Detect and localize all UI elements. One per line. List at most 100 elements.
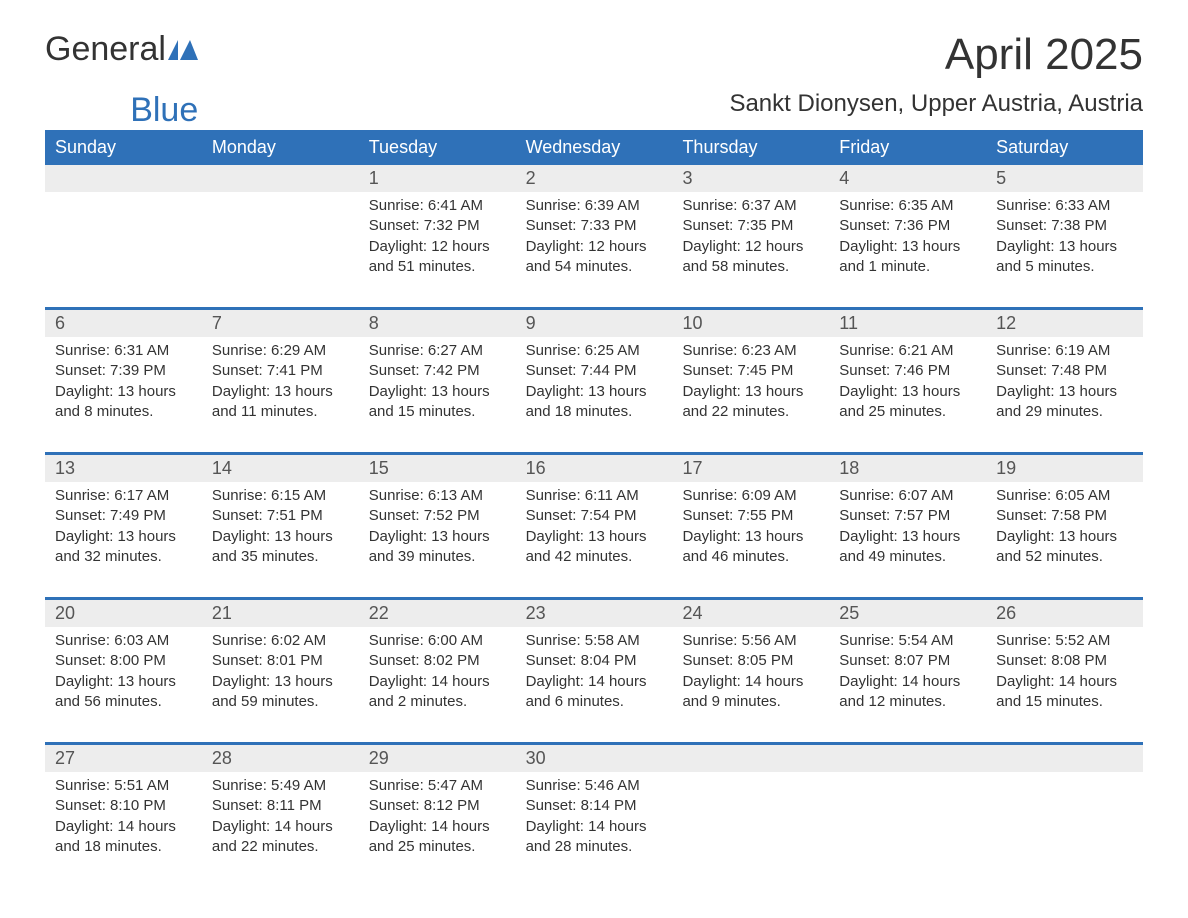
day-number: 24 [672, 600, 829, 627]
daylight-text: Daylight: 13 hours and 52 minutes. [996, 527, 1133, 568]
sunset-text: Sunset: 7:36 PM [839, 216, 976, 236]
sunset-text: Sunset: 7:51 PM [212, 506, 349, 526]
sunrise-text: Sunrise: 6:03 AM [55, 631, 192, 651]
daylight-text: Daylight: 13 hours and 56 minutes. [55, 672, 192, 713]
day-number: 14 [202, 455, 359, 482]
daylight-text: Daylight: 12 hours and 51 minutes. [369, 237, 506, 278]
info-row: Sunrise: 6:17 AMSunset: 7:49 PMDaylight:… [45, 482, 1143, 597]
daylight-text: Daylight: 13 hours and 59 minutes. [212, 672, 349, 713]
sunrise-text: Sunrise: 6:02 AM [212, 631, 349, 651]
daylight-text: Daylight: 13 hours and 1 minute. [839, 237, 976, 278]
week-row: 12345Sunrise: 6:41 AMSunset: 7:32 PMDayl… [45, 165, 1143, 307]
daylight-text: Daylight: 13 hours and 39 minutes. [369, 527, 506, 568]
day-number: 18 [829, 455, 986, 482]
sunrise-text: Sunrise: 5:52 AM [996, 631, 1133, 651]
sunset-text: Sunset: 8:11 PM [212, 796, 349, 816]
day-info: Sunrise: 5:47 AMSunset: 8:12 PMDaylight:… [359, 772, 516, 867]
daylight-text: Daylight: 14 hours and 28 minutes. [526, 817, 663, 858]
daylight-text: Daylight: 14 hours and 6 minutes. [526, 672, 663, 713]
sunrise-text: Sunrise: 5:47 AM [369, 776, 506, 796]
daynum-row: 13141516171819 [45, 452, 1143, 482]
sunrise-text: Sunrise: 6:35 AM [839, 196, 976, 216]
sunset-text: Sunset: 7:45 PM [682, 361, 819, 381]
sunrise-text: Sunrise: 6:29 AM [212, 341, 349, 361]
month-title: April 2025 [945, 30, 1143, 80]
day-number [45, 165, 202, 192]
day-number: 22 [359, 600, 516, 627]
day-number: 3 [672, 165, 829, 192]
week-row: 6789101112Sunrise: 6:31 AMSunset: 7:39 P… [45, 307, 1143, 452]
daynum-row: 12345 [45, 165, 1143, 192]
sunrise-text: Sunrise: 5:56 AM [682, 631, 819, 651]
daynum-row: 20212223242526 [45, 597, 1143, 627]
day-info: Sunrise: 5:49 AMSunset: 8:11 PMDaylight:… [202, 772, 359, 867]
logo: General [45, 30, 198, 69]
day-info: Sunrise: 6:41 AMSunset: 7:32 PMDaylight:… [359, 192, 516, 287]
day-number: 21 [202, 600, 359, 627]
day-number: 19 [986, 455, 1143, 482]
sunset-text: Sunset: 8:10 PM [55, 796, 192, 816]
daylight-text: Daylight: 14 hours and 12 minutes. [839, 672, 976, 713]
sunset-text: Sunset: 7:46 PM [839, 361, 976, 381]
sunset-text: Sunset: 7:38 PM [996, 216, 1133, 236]
sunset-text: Sunset: 7:55 PM [682, 506, 819, 526]
daylight-text: Daylight: 12 hours and 54 minutes. [526, 237, 663, 278]
daylight-text: Daylight: 13 hours and 46 minutes. [682, 527, 819, 568]
logo-text-general: General [45, 30, 166, 69]
sunrise-text: Sunrise: 6:07 AM [839, 486, 976, 506]
daylight-text: Daylight: 12 hours and 58 minutes. [682, 237, 819, 278]
dayhead-friday: Friday [829, 130, 986, 165]
daylight-text: Daylight: 13 hours and 22 minutes. [682, 382, 819, 423]
logo-row2: Gene Blue [45, 91, 198, 130]
daylight-text: Daylight: 13 hours and 35 minutes. [212, 527, 349, 568]
dayhead-tuesday: Tuesday [359, 130, 516, 165]
day-number [986, 745, 1143, 772]
sunset-text: Sunset: 8:14 PM [526, 796, 663, 816]
day-number: 29 [359, 745, 516, 772]
daynum-row: 6789101112 [45, 307, 1143, 337]
sunrise-text: Sunrise: 6:39 AM [526, 196, 663, 216]
day-info: Sunrise: 5:51 AMSunset: 8:10 PMDaylight:… [45, 772, 202, 867]
sunrise-text: Sunrise: 6:00 AM [369, 631, 506, 651]
day-number: 11 [829, 310, 986, 337]
day-number: 28 [202, 745, 359, 772]
sunrise-text: Sunrise: 6:23 AM [682, 341, 819, 361]
daylight-text: Daylight: 14 hours and 2 minutes. [369, 672, 506, 713]
day-info: Sunrise: 6:15 AMSunset: 7:51 PMDaylight:… [202, 482, 359, 577]
day-number: 6 [45, 310, 202, 337]
sunrise-text: Sunrise: 6:33 AM [996, 196, 1133, 216]
daylight-text: Daylight: 14 hours and 9 minutes. [682, 672, 819, 713]
sunset-text: Sunset: 7:49 PM [55, 506, 192, 526]
daylight-text: Daylight: 13 hours and 42 minutes. [526, 527, 663, 568]
day-info: Sunrise: 6:17 AMSunset: 7:49 PMDaylight:… [45, 482, 202, 577]
day-info [986, 772, 1143, 867]
day-number: 17 [672, 455, 829, 482]
daylight-text: Daylight: 13 hours and 49 minutes. [839, 527, 976, 568]
day-info: Sunrise: 6:31 AMSunset: 7:39 PMDaylight:… [45, 337, 202, 432]
day-number: 13 [45, 455, 202, 482]
day-number: 25 [829, 600, 986, 627]
logo-flag-icon [168, 30, 198, 69]
day-info [45, 192, 202, 287]
day-info: Sunrise: 6:02 AMSunset: 8:01 PMDaylight:… [202, 627, 359, 722]
sunset-text: Sunset: 8:05 PM [682, 651, 819, 671]
day-info: Sunrise: 5:58 AMSunset: 8:04 PMDaylight:… [516, 627, 673, 722]
sunset-text: Sunset: 8:12 PM [369, 796, 506, 816]
day-info: Sunrise: 6:33 AMSunset: 7:38 PMDaylight:… [986, 192, 1143, 287]
sunrise-text: Sunrise: 6:27 AM [369, 341, 506, 361]
day-info: Sunrise: 6:03 AMSunset: 8:00 PMDaylight:… [45, 627, 202, 722]
day-info: Sunrise: 6:09 AMSunset: 7:55 PMDaylight:… [672, 482, 829, 577]
day-number: 4 [829, 165, 986, 192]
daynum-row: 27282930 [45, 742, 1143, 772]
daylight-text: Daylight: 13 hours and 18 minutes. [526, 382, 663, 423]
day-number [202, 165, 359, 192]
day-info [672, 772, 829, 867]
day-number: 15 [359, 455, 516, 482]
dayhead-sunday: Sunday [45, 130, 202, 165]
day-info: Sunrise: 6:00 AMSunset: 8:02 PMDaylight:… [359, 627, 516, 722]
daylight-text: Daylight: 13 hours and 32 minutes. [55, 527, 192, 568]
sunset-text: Sunset: 7:48 PM [996, 361, 1133, 381]
day-info: Sunrise: 6:27 AMSunset: 7:42 PMDaylight:… [359, 337, 516, 432]
sunset-text: Sunset: 7:44 PM [526, 361, 663, 381]
day-number: 10 [672, 310, 829, 337]
